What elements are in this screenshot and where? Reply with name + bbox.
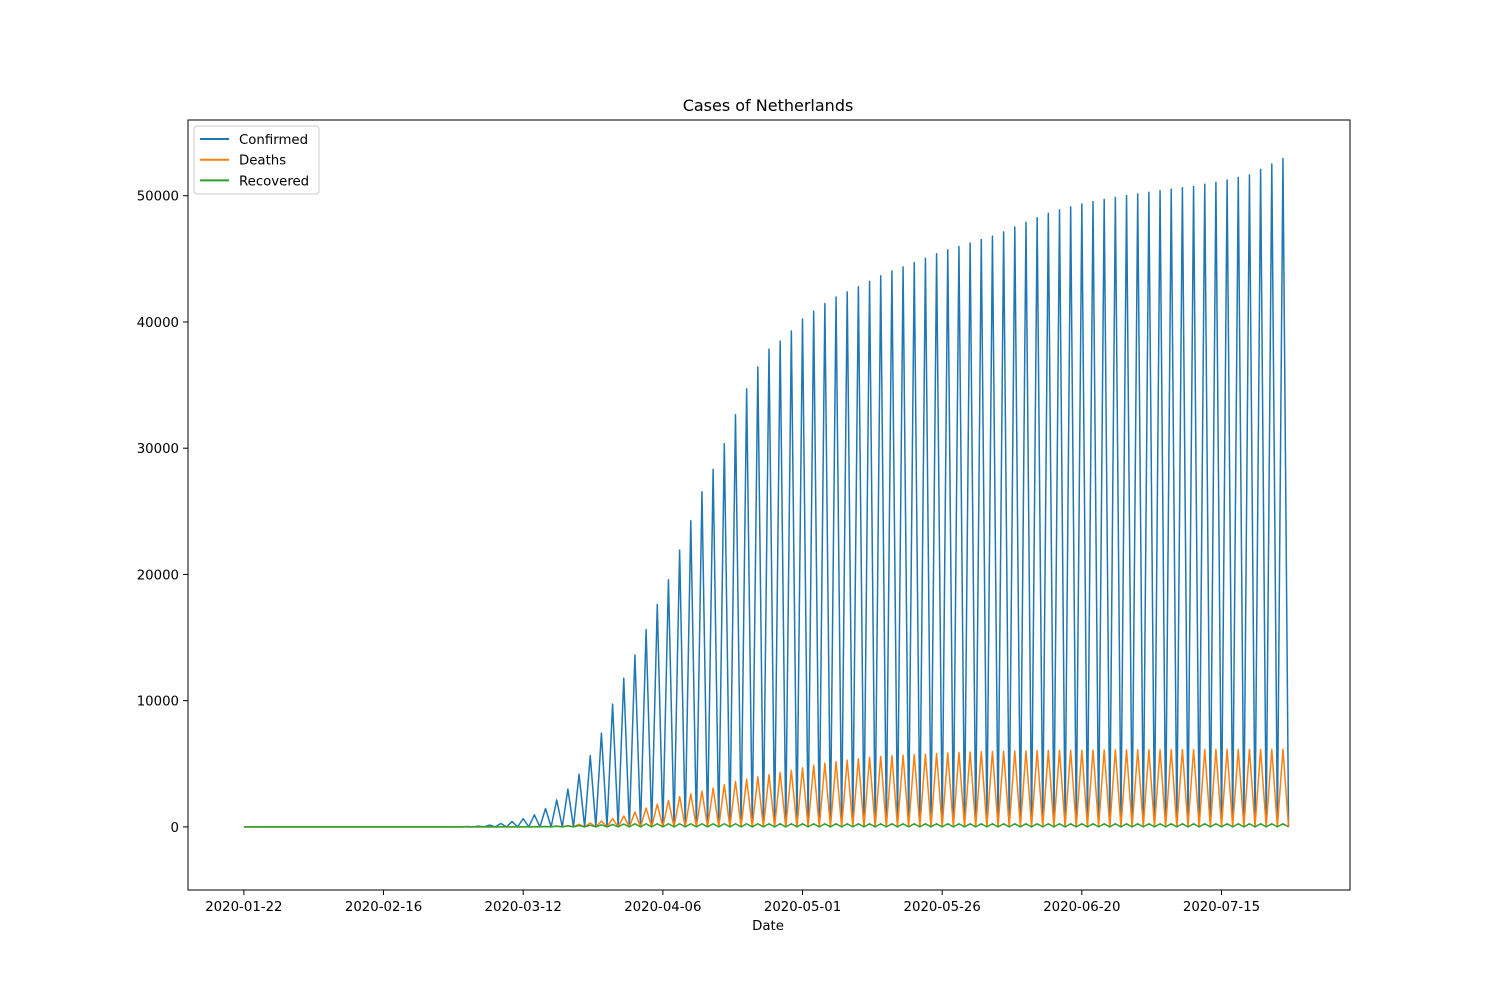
- legend-label-deaths: Deaths: [239, 154, 286, 169]
- legend-box: [193, 125, 320, 195]
- plot-frame: [187, 119, 1351, 891]
- y-tick-label: 50000: [137, 190, 179, 205]
- x-tick-label: 2020-03-12: [485, 900, 562, 915]
- x-tick-label: 2020-07-15: [1183, 900, 1260, 915]
- y-tick-label: 10000: [137, 695, 179, 710]
- y-tick-label: 40000: [137, 316, 179, 331]
- series-line-confirmed: [243, 157, 1290, 828]
- y-tick-label: 0: [171, 821, 179, 836]
- x-tick-label: 2020-01-22: [205, 900, 282, 915]
- series-line-recovered: [243, 822, 1289, 828]
- x-tick-label: 2020-06-20: [1043, 900, 1120, 915]
- legend-label-recovered: Recovered: [239, 174, 309, 189]
- y-tick-label: 30000: [137, 442, 179, 457]
- chart-title: Cases of Netherlands: [683, 96, 854, 115]
- x-tick-label: 2020-05-01: [764, 900, 841, 915]
- y-axis: 0 10000 20000 30000 40000 50000: [137, 190, 188, 836]
- x-tick-label: 2020-04-06: [624, 900, 701, 915]
- series-layer: [243, 157, 1290, 828]
- y-tick-label: 20000: [137, 568, 179, 583]
- x-axis-label: Date: [752, 919, 784, 934]
- x-axis: 2020-01-22 2020-02-16 2020-03-12 2020-04-06…: [205, 890, 1260, 915]
- legend: Confirmed Deaths Recovered: [193, 125, 320, 195]
- x-tick-label: 2020-02-16: [345, 900, 422, 915]
- x-tick-label: 2020-05-26: [904, 900, 981, 915]
- legend-label-confirmed: Confirmed: [239, 133, 308, 148]
